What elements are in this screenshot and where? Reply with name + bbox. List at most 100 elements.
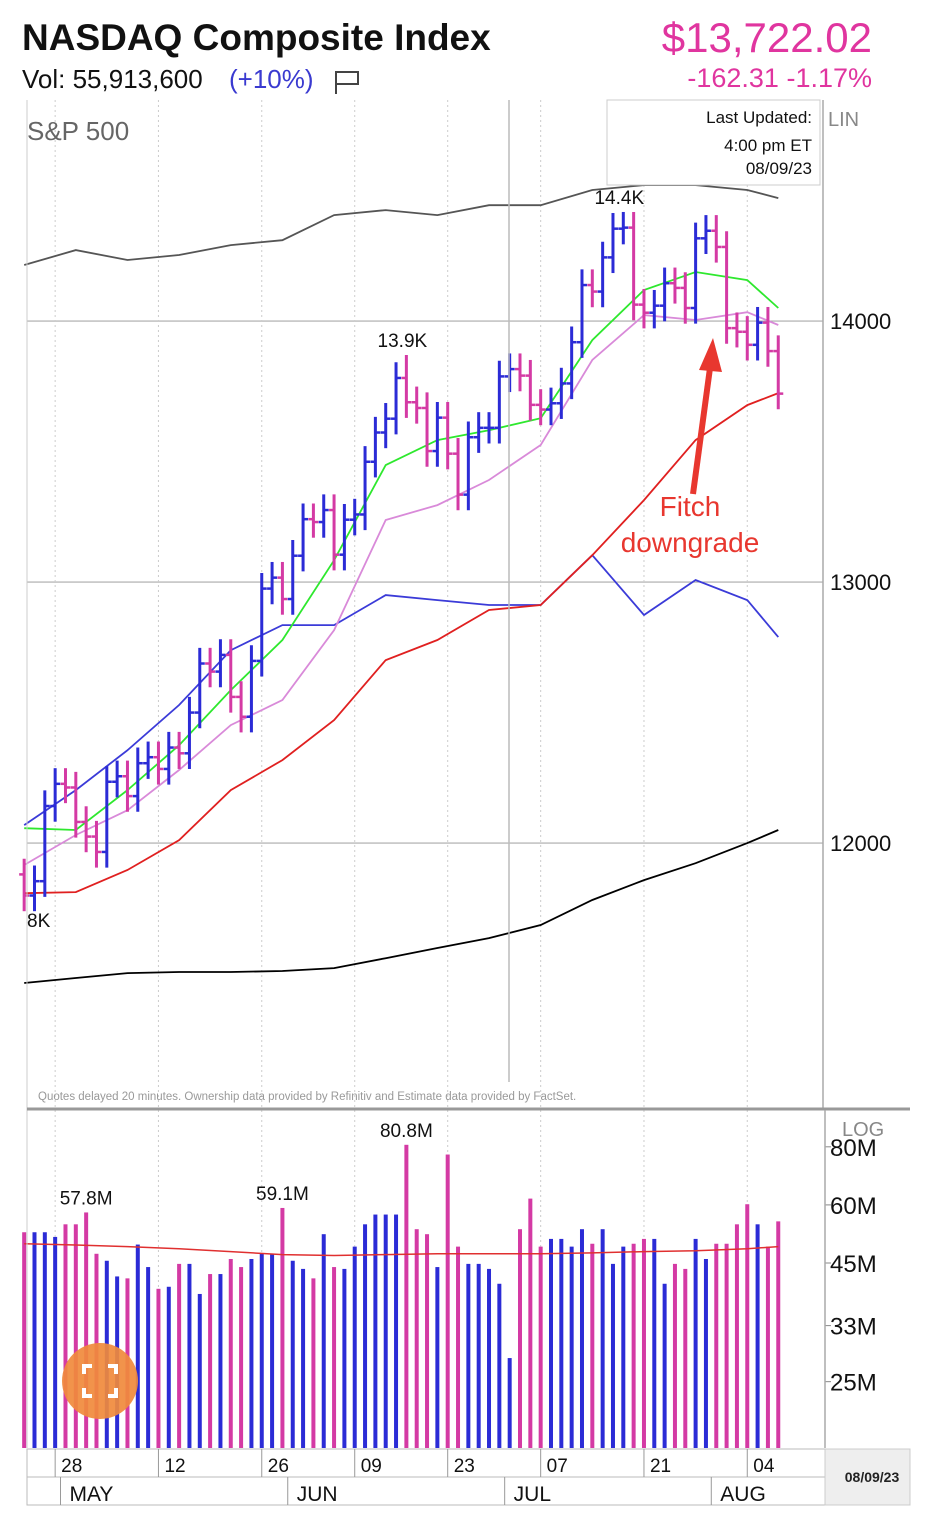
volume-bar <box>776 1221 781 1448</box>
scale-label: LIN <box>828 109 859 131</box>
y-tick-label: 13000 <box>830 570 891 595</box>
x-tick-label: 07 <box>547 1456 568 1477</box>
volume-bar <box>404 1144 409 1448</box>
updated-label: Last Updated: <box>706 108 812 127</box>
volume-bar <box>53 1236 58 1448</box>
footer-date: 08/09/23 <box>845 1469 900 1485</box>
volume-bar <box>373 1214 378 1448</box>
volume-bar <box>394 1214 399 1448</box>
footnote: Quotes delayed 20 minutes. Ownership dat… <box>38 1091 576 1103</box>
screenshot-button[interactable] <box>62 1343 138 1419</box>
volume-bar <box>63 1224 68 1448</box>
value-label: 80.8M <box>380 1121 433 1142</box>
x-tick-label: 21 <box>650 1456 671 1477</box>
volume-bar <box>166 1286 171 1448</box>
y-tick-label: 33M <box>830 1314 877 1341</box>
updated-date: 08/09/23 <box>746 159 812 178</box>
volume-bar <box>280 1207 285 1448</box>
line <box>24 271 779 831</box>
flag-shape[interactable] <box>335 71 359 94</box>
volume-bar <box>177 1263 182 1448</box>
button-circle[interactable] <box>62 1343 138 1419</box>
price: $13,722.02 <box>662 14 872 61</box>
volume-bar <box>569 1246 574 1448</box>
volume-bar <box>383 1214 388 1448</box>
volume-bar <box>239 1267 244 1448</box>
volume-bar <box>662 1283 667 1448</box>
overlay: 28 12 26 09 23 07 21 04 MAY JUN JUL AUG Fitch downgra… <box>54 489 775 1506</box>
volume-bar <box>497 1283 502 1448</box>
day-strip <box>26 1448 826 1478</box>
annotation: Fitch <box>660 491 721 522</box>
volume-bar <box>590 1243 595 1448</box>
x-tick-label: 23 <box>454 1456 475 1477</box>
volume-bar <box>507 1358 512 1448</box>
y-tick-label: 60M <box>830 1193 877 1220</box>
volume-bar <box>548 1238 553 1448</box>
volume-bar <box>425 1234 430 1448</box>
volume-bar <box>734 1224 739 1448</box>
volume-bar <box>703 1258 708 1448</box>
volume-bar <box>579 1229 584 1448</box>
volume-bar <box>652 1238 657 1448</box>
line <box>24 829 779 984</box>
volume-bar <box>22 1232 27 1448</box>
month-label: JUL <box>514 1483 551 1506</box>
updated-time: 4:00 pm ET <box>724 136 812 155</box>
volume-bar <box>559 1238 564 1448</box>
volume-bar <box>228 1258 233 1448</box>
average-line <box>24 1242 779 1257</box>
volume-bar <box>414 1229 419 1448</box>
volume-bar <box>518 1229 523 1448</box>
y-tick-label: 12000 <box>830 831 891 856</box>
y-tick-label: 25M <box>830 1370 877 1397</box>
y-tick-label: 45M <box>830 1251 877 1278</box>
volume-bar <box>466 1263 471 1448</box>
month-label: MAY <box>69 1483 113 1506</box>
x-tick-label: 26 <box>268 1456 289 1477</box>
volume-bar <box>301 1268 306 1448</box>
low-label: 8K <box>27 911 51 932</box>
volume-bar <box>311 1278 316 1448</box>
volume-bar <box>714 1243 719 1448</box>
volume-bar <box>218 1274 223 1448</box>
value-label: 59.1M <box>256 1184 309 1205</box>
high-label: 14.4K <box>594 188 644 209</box>
button-icon[interactable] <box>82 1364 118 1398</box>
x-tick-label: 04 <box>753 1456 775 1477</box>
annotation: downgrade <box>621 527 760 558</box>
volume-bar <box>693 1238 698 1448</box>
volume-bar <box>270 1253 275 1448</box>
volume-bar <box>621 1246 626 1448</box>
y-tick-label: 80M <box>830 1135 877 1162</box>
volume-bar <box>290 1260 295 1448</box>
month-label: JUN <box>297 1483 338 1506</box>
line <box>23 311 779 866</box>
volume-bar <box>641 1238 646 1448</box>
volume-bar <box>456 1246 461 1448</box>
line <box>24 392 779 895</box>
annotation-arrow <box>690 367 713 495</box>
flag-icon[interactable] <box>335 71 359 94</box>
volume-bar <box>363 1224 368 1448</box>
volume-bar <box>600 1229 605 1448</box>
volume-bar <box>73 1224 78 1448</box>
volume-bar <box>187 1263 192 1448</box>
volume-bar <box>487 1268 492 1448</box>
volume-bar <box>259 1253 264 1448</box>
volume-bar <box>435 1267 440 1448</box>
volume-bar <box>476 1263 481 1448</box>
x-tick-label: 09 <box>361 1456 382 1477</box>
volume-bar <box>32 1232 37 1448</box>
date-box <box>824 1448 911 1506</box>
volume-bar <box>683 1268 688 1448</box>
volume-bar <box>84 1212 89 1448</box>
volume-bar <box>445 1154 450 1448</box>
updated-box <box>606 99 821 186</box>
chart-layer: 12000 13000 14000 LIN LOG S&P 500 13.9K 14.4K 8K… <box>19 100 891 1448</box>
volume: Vol: 55,913,600 <box>22 64 203 94</box>
volume-bar <box>528 1198 533 1448</box>
volume-bar <box>745 1204 750 1448</box>
volume-bar <box>672 1263 677 1448</box>
